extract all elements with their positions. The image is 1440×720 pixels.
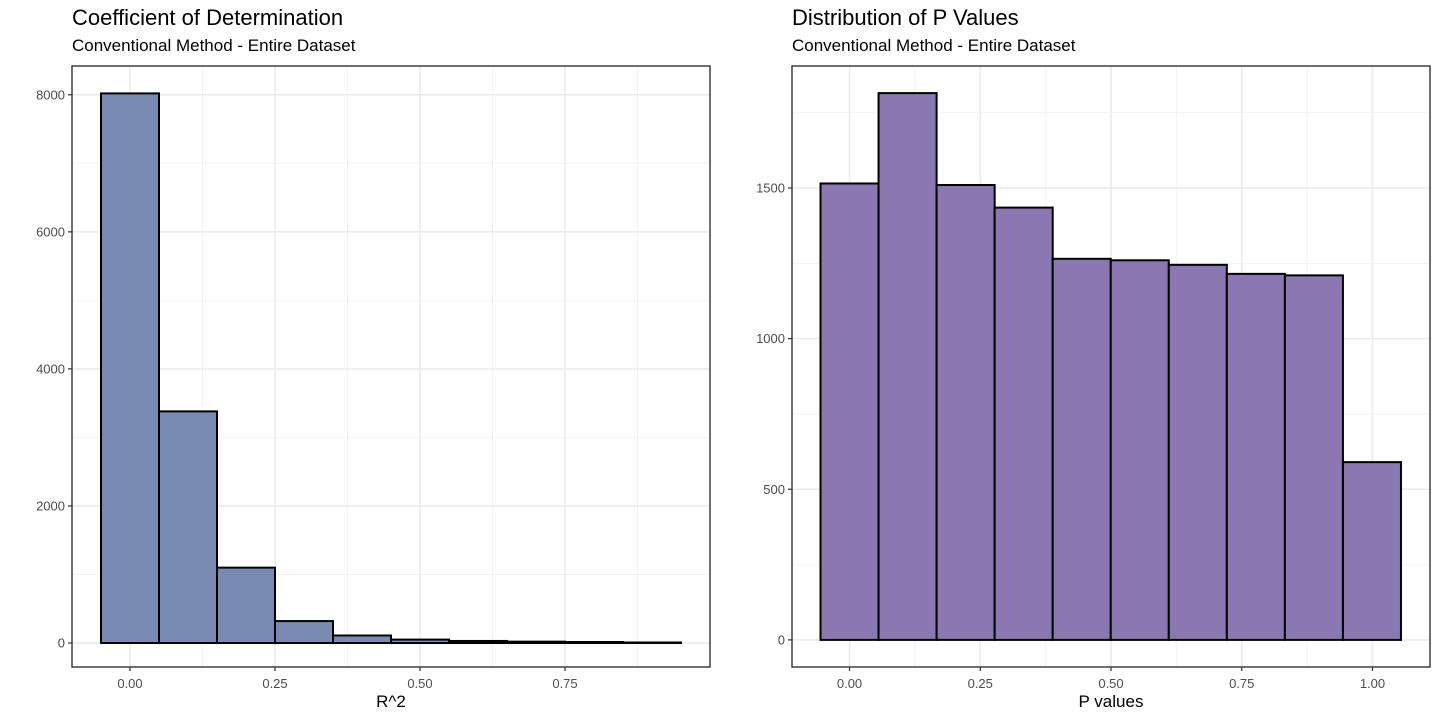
y-axis: 0 500 1000 1500 — [756, 181, 792, 647]
histogram-bar — [1341, 461, 1402, 641]
r2-histogram-plot: 0 2000 4000 6000 8000 0.00 0.25 0.50 0.75 R^2 — [36, 65, 711, 711]
x-tick-label: 0.75 — [552, 676, 577, 691]
histogram-bar — [158, 410, 218, 645]
r2-histogram-panel: Coefficient of Determination Conventiona… — [36, 5, 711, 711]
histogram-bar — [1225, 272, 1286, 641]
histogram-bars — [100, 92, 682, 645]
histogram-bar — [877, 92, 938, 641]
y-tick-label: 6000 — [36, 224, 65, 239]
x-axis: 0.00 0.25 0.50 0.75 1.00 — [837, 667, 1385, 691]
histogram-bar — [564, 640, 624, 645]
x-tick-label: 0.75 — [1229, 676, 1254, 691]
histogram-bar — [1167, 263, 1228, 641]
chart-subtitle: Conventional Method - Entire Dataset — [72, 36, 356, 55]
histogram-bar — [506, 640, 566, 645]
pvalue-histogram-plot: 0 500 1000 1500 0.00 0.25 0.50 0.75 1.00 P values — [756, 65, 1431, 711]
pvalue-histogram-panel: Distribution of P Values Conventional Me… — [720, 0, 1440, 720]
y-tick-label: 0 — [778, 632, 785, 647]
x-axis-title: R^2 — [376, 692, 406, 711]
x-tick-label: 0.25 — [262, 676, 287, 691]
y-axis: 0 2000 4000 6000 8000 — [36, 87, 72, 651]
histogram-bar — [274, 620, 334, 645]
x-tick-label: 0.25 — [968, 676, 993, 691]
x-axis-title: P values — [1079, 692, 1144, 711]
y-tick-label: 500 — [763, 482, 785, 497]
x-tick-label: 0.50 — [407, 676, 432, 691]
y-tick-label: 2000 — [36, 498, 65, 513]
chart-subtitle: Conventional Method - Entire Dataset — [792, 36, 1076, 55]
y-tick-label: 0 — [58, 636, 65, 651]
histogram-bar — [1109, 259, 1170, 641]
histogram-bar — [993, 206, 1054, 641]
histogram-bar — [819, 182, 880, 641]
chart-title: Coefficient of Determination — [72, 5, 344, 30]
y-tick-label: 1000 — [756, 331, 785, 346]
x-tick-label: 0.00 — [837, 676, 862, 691]
histogram-bars — [819, 92, 1402, 641]
x-tick-label: 1.00 — [1360, 676, 1385, 691]
histogram-bar — [1051, 257, 1112, 641]
histogram-bar — [216, 566, 276, 645]
histogram-bar — [448, 639, 508, 645]
y-tick-label: 8000 — [36, 87, 65, 102]
x-tick-label: 0.00 — [117, 676, 142, 691]
x-axis: 0.00 0.25 0.50 0.75 — [117, 667, 578, 691]
histogram-bar — [622, 641, 682, 645]
x-tick-label: 0.50 — [1098, 676, 1123, 691]
y-tick-label: 4000 — [36, 361, 65, 376]
plot-border — [71, 65, 711, 668]
y-tick-label: 1500 — [756, 181, 785, 196]
histogram-bar — [390, 638, 450, 645]
histogram-bar — [332, 634, 392, 645]
histogram-bar — [1283, 274, 1344, 641]
histogram-bar — [100, 92, 160, 645]
chart-title: Distribution of P Values — [792, 5, 1019, 30]
histogram-bar — [935, 183, 996, 641]
